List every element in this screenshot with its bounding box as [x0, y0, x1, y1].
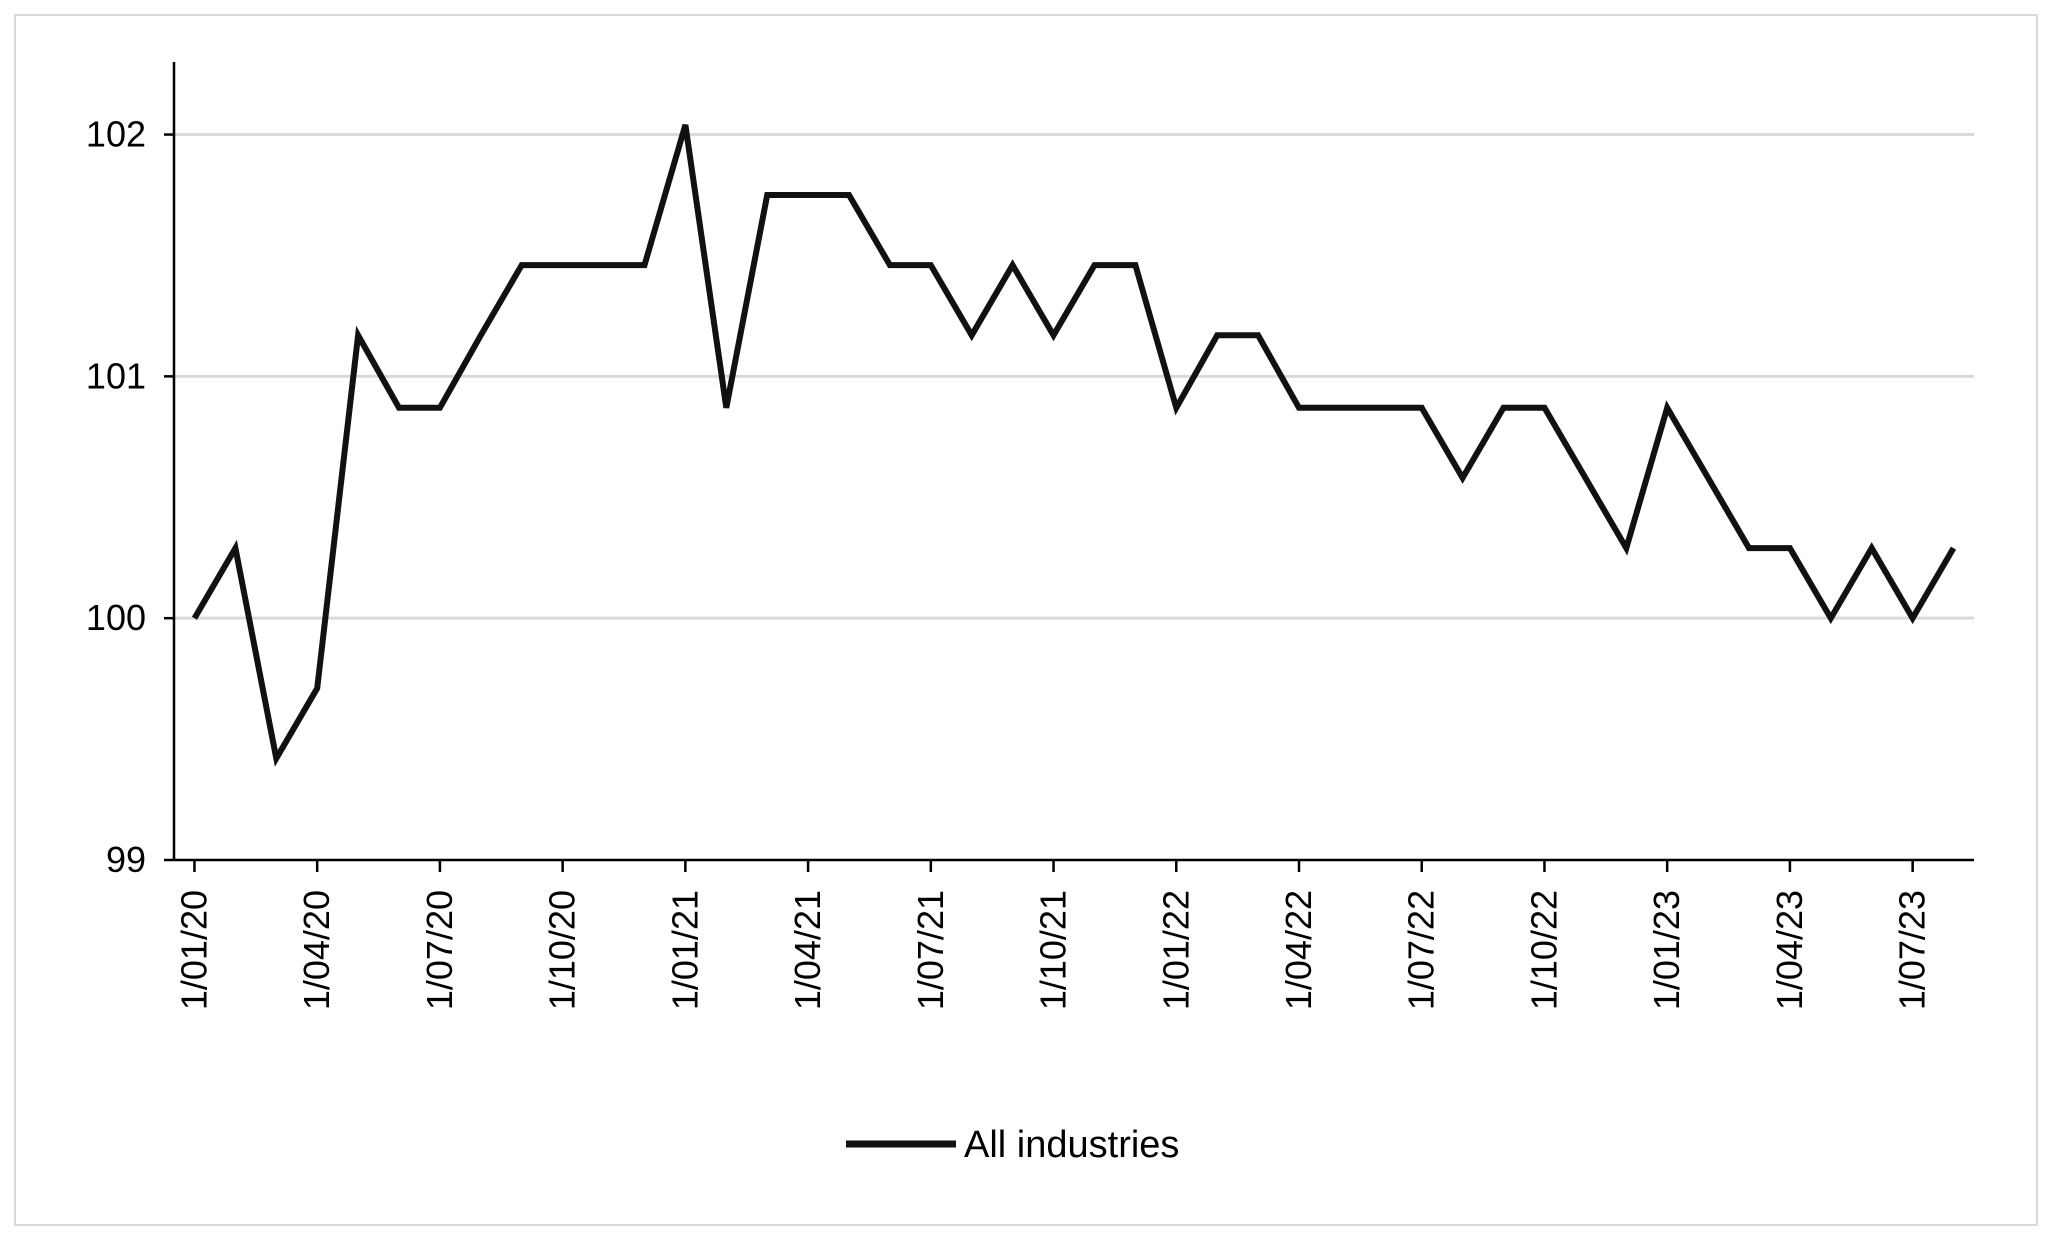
- y-tick-label: 101: [86, 355, 146, 396]
- legend: All industries: [846, 1124, 1179, 1166]
- x-tick-label: 1/10/22: [1523, 890, 1564, 1010]
- y-tick-label: 100: [86, 597, 146, 638]
- x-tick-label: 1/04/20: [296, 890, 337, 1010]
- series-line-0: [191, 124, 1957, 767]
- x-tick-label: 1/10/20: [542, 890, 583, 1010]
- x-tick-label: 1/04/21: [787, 890, 828, 1010]
- x-tick-label: 1/01/20: [173, 890, 214, 1010]
- x-tick-label: 1/01/23: [1646, 890, 1687, 1010]
- x-tick-label: 1/01/22: [1155, 890, 1196, 1010]
- y-tick-label: 99: [106, 839, 146, 880]
- chart-container: 99 100 101 102 1/01/20 1/04/20 1/07/20 1/10/20…: [14, 14, 2038, 1226]
- x-ticks: 1/01/20 1/04/20 1/07/20 1/10/20 1/01/21 1/04/…: [173, 860, 1933, 1010]
- x-tick-label: 1/07/23: [1892, 890, 1933, 1010]
- series-layer: [191, 124, 1957, 767]
- gridlines: [174, 133, 1974, 620]
- x-tick-label: 1/07/21: [910, 890, 951, 1010]
- x-tick-label: 1/01/21: [664, 890, 705, 1010]
- axes: [172, 62, 1974, 862]
- x-tick-label: 1/07/20: [419, 890, 460, 1010]
- legend-label: All industries: [964, 1124, 1179, 1166]
- x-tick-label: 1/04/22: [1278, 890, 1319, 1010]
- x-tick-label: 1/04/23: [1769, 890, 1810, 1010]
- line-chart: 99 100 101 102 1/01/20 1/04/20 1/07/20 1/10/20…: [86, 62, 1974, 1166]
- y-ticks: 99 100 101 102: [86, 114, 174, 880]
- x-tick-label: 1/10/21: [1033, 890, 1074, 1010]
- x-tick-label: 1/07/22: [1401, 890, 1442, 1010]
- y-tick-label: 102: [86, 114, 146, 155]
